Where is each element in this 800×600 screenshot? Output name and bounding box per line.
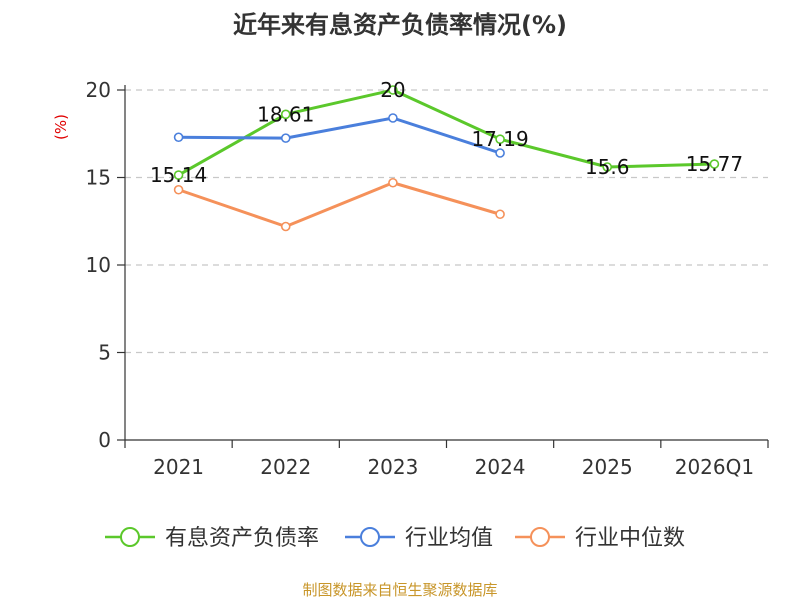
data-point [495,134,505,144]
data-point [495,148,505,158]
series-line-2 [178,116,501,155]
legend-label: 行业均值 [405,526,493,551]
x-tick-label: 2024 [475,455,526,479]
data-label: 18.61 [257,102,314,126]
x-tick-label: 2021 [153,455,204,479]
x-tick-label: 2025 [582,455,633,479]
data-point [388,177,398,188]
data-point [173,132,184,143]
legend-marker [360,527,380,547]
data-label: 20 [380,78,405,102]
grid-lines [125,89,768,354]
legend-item-3: 行业中位数 [515,526,685,551]
x-tick-label: 2022 [260,455,311,479]
data-point [602,162,613,172]
data-point [495,209,505,220]
data-label: 15.77 [686,152,743,176]
data-point [173,184,184,195]
y-tick-label: 5 [98,341,111,365]
legend-label: 行业中位数 [575,526,685,551]
series-lines [173,85,720,232]
data-point [388,113,398,123]
y-tick-label: 10 [86,253,111,277]
series-line-1 [177,88,715,177]
data-label: 15.6 [585,155,630,179]
data-point [280,221,291,232]
y-axis-unit-label: (%) [52,114,70,140]
y-tick-label: 15 [86,166,111,190]
legend: 有息资产负债率 行业均值 行业中位数 [105,526,685,551]
series-line-3 [178,181,501,228]
data-point [280,133,291,143]
data-label: 15.14 [150,163,207,187]
y-tick-label: 20 [86,78,111,102]
x-tick-label: 2026Q1 [675,455,754,479]
source-note: 制图数据来自恒生聚源数据库 [302,581,497,599]
chart-title: 近年来有息资产负债率情况(%) [233,11,567,39]
x-tick-label: 2023 [367,455,418,479]
legend-marker [530,527,550,547]
data-point [173,170,184,180]
legend-marker [120,527,140,547]
legend-label: 有息资产负债率 [165,526,319,551]
data-labels: 15.14 18.61 20 17.19 15.6 15.77 [150,78,743,187]
y-tick-label: 0 [98,428,111,452]
data-point [280,109,291,120]
legend-item-1: 有息资产负债率 [105,526,319,551]
data-label: 17.19 [471,127,528,151]
data-point [388,85,398,95]
legend-item-2: 行业均值 [345,526,493,551]
data-point [709,159,720,169]
axes: 0 5 10 15 20 2021 2022 2023 2024 2025 2026Q1 [86,78,769,479]
